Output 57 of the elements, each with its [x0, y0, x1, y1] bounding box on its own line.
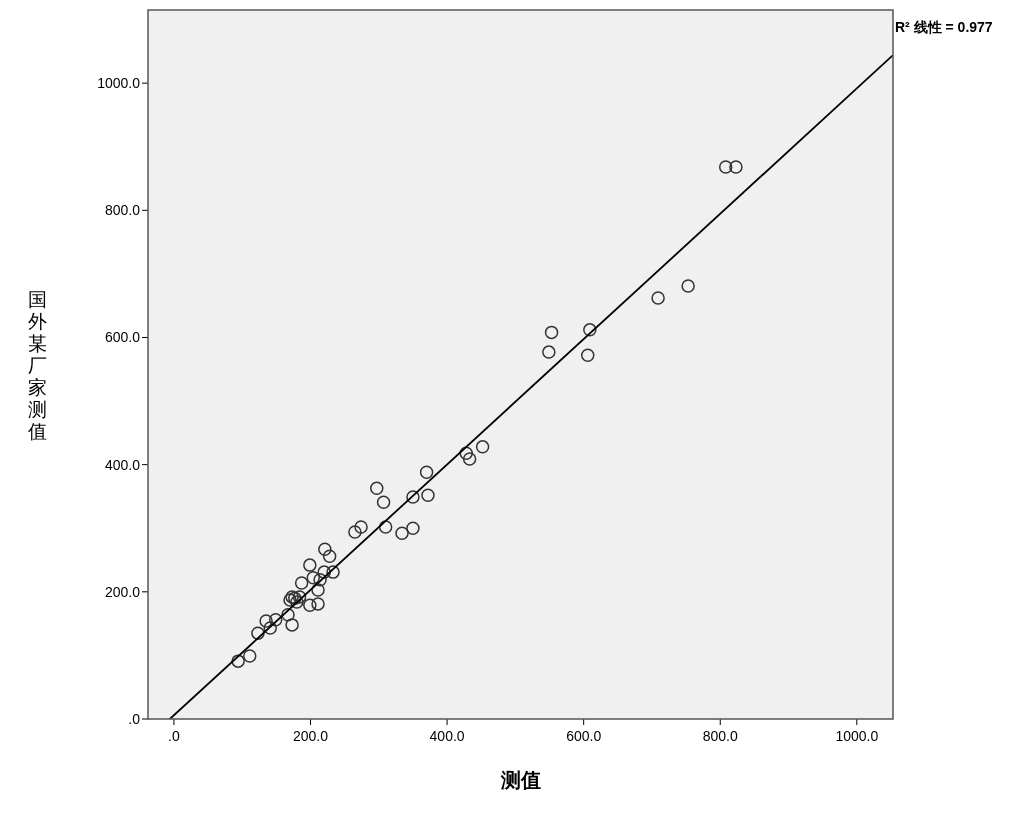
x-tick-label: 400.0 — [429, 728, 465, 744]
point — [243, 649, 257, 663]
point — [263, 621, 277, 635]
point — [259, 614, 273, 628]
point — [311, 583, 325, 597]
text: R² 线性 = 0.977 — [895, 19, 993, 35]
point — [459, 446, 473, 460]
point — [376, 495, 391, 509]
point — [651, 291, 665, 305]
point — [354, 520, 368, 534]
y-tick-label: 200.0 — [104, 583, 141, 600]
point — [294, 576, 309, 590]
point — [290, 595, 304, 609]
x-tick-label: 1000.0 — [835, 728, 879, 744]
x-axis-title: 测值 — [499, 769, 541, 791]
point — [406, 521, 420, 535]
point — [292, 590, 307, 604]
point — [542, 345, 556, 359]
point — [311, 597, 325, 611]
x-tick-label: .0 — [168, 728, 180, 744]
point — [251, 626, 265, 640]
point — [317, 565, 331, 579]
x-tick-label: 800.0 — [702, 728, 738, 744]
point — [378, 520, 393, 534]
point — [285, 618, 299, 632]
point — [421, 488, 435, 502]
point — [326, 565, 340, 579]
point — [281, 607, 295, 622]
x-tick-label: 200.0 — [293, 728, 329, 744]
point — [370, 481, 384, 495]
point — [419, 465, 434, 480]
point — [406, 490, 420, 504]
x-tick-label: 600.0 — [566, 728, 602, 744]
y-axis-title: 国外某厂家测值 — [27, 289, 47, 442]
y-tick-label: 1000.0 — [97, 75, 141, 92]
point — [306, 571, 320, 585]
point — [729, 160, 743, 174]
point — [475, 440, 490, 454]
point — [544, 325, 559, 340]
point — [718, 160, 733, 174]
point — [348, 525, 362, 539]
point — [268, 613, 283, 627]
y-tick-label: 400.0 — [104, 456, 141, 473]
point — [303, 558, 317, 572]
y-tick-label: 600.0 — [104, 329, 141, 346]
point — [313, 572, 327, 587]
y-tick-label: 800.0 — [104, 202, 141, 219]
point — [303, 598, 317, 612]
point — [318, 542, 332, 556]
point — [231, 654, 245, 668]
point — [395, 526, 409, 541]
y-tick-label: .0 — [128, 711, 141, 727]
point — [583, 323, 597, 337]
point — [681, 279, 695, 293]
point — [581, 348, 595, 363]
point — [462, 452, 477, 466]
point — [322, 549, 337, 563]
